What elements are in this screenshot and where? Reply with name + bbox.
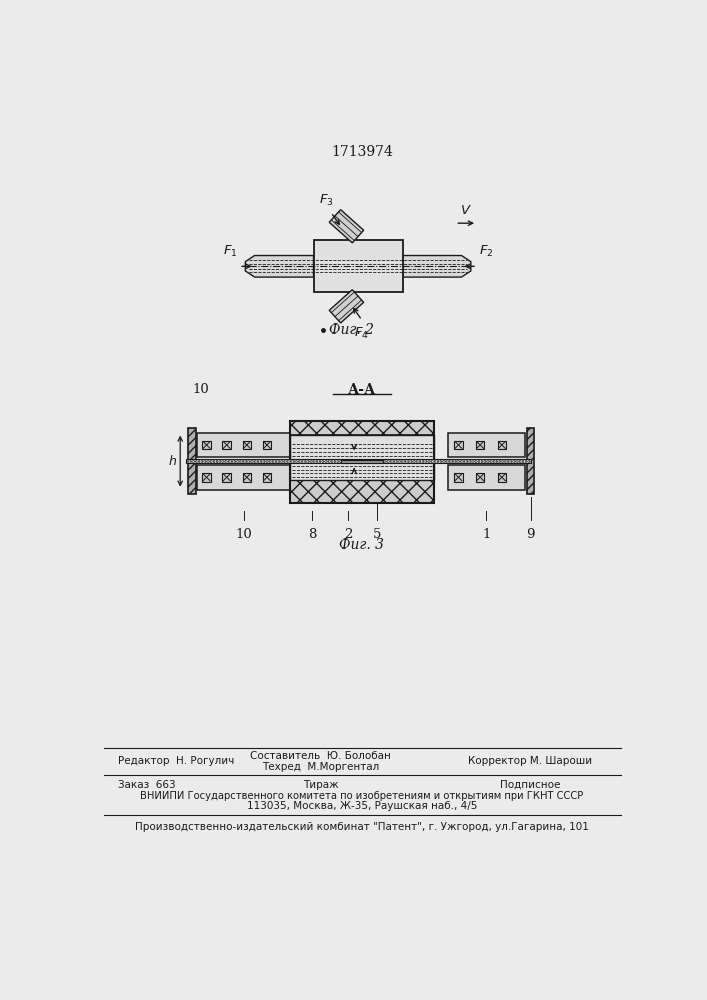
Text: $F_2$: $F_2$ xyxy=(479,243,494,259)
Bar xyxy=(454,473,462,482)
Text: $F_1$: $F_1$ xyxy=(223,243,238,259)
Text: Тираж: Тираж xyxy=(303,780,339,790)
Text: Техред  М.Моргентал: Техред М.Моргентал xyxy=(262,762,380,772)
Text: ВНИИПИ Государственного комитета по изобретениям и открытиям при ГКНТ СССР: ВНИИПИ Государственного комитета по изоб… xyxy=(140,791,583,801)
Text: 1713974: 1713974 xyxy=(331,145,393,159)
Text: $F_4$: $F_4$ xyxy=(354,326,370,341)
Text: $V$: $V$ xyxy=(460,204,472,217)
Bar xyxy=(188,428,196,494)
Bar xyxy=(243,473,251,482)
Bar xyxy=(454,441,462,449)
Bar xyxy=(197,465,291,490)
Bar xyxy=(263,441,271,449)
Bar xyxy=(202,473,211,482)
Bar xyxy=(291,421,433,435)
Text: Заказ  663: Заказ 663 xyxy=(118,780,175,790)
Bar xyxy=(291,421,433,503)
Text: 1: 1 xyxy=(482,528,491,541)
Bar xyxy=(186,459,530,463)
Bar xyxy=(498,441,506,449)
Bar xyxy=(223,441,231,449)
Bar xyxy=(243,441,251,449)
Text: Производственно-издательский комбинат "Патент", г. Ужгород, ул.Гагарина, 101: Производственно-издательский комбинат "П… xyxy=(135,822,589,832)
Text: Фиг. 3: Фиг. 3 xyxy=(339,538,385,552)
Bar xyxy=(329,210,363,243)
Text: Редактор  Н. Рогулич: Редактор Н. Рогулич xyxy=(118,756,234,766)
Bar xyxy=(476,473,484,482)
Text: h: h xyxy=(168,455,176,468)
Text: 113035, Москва, Ж-35, Раушская наб., 4/5: 113035, Москва, Ж-35, Раушская наб., 4/5 xyxy=(247,801,477,811)
Bar xyxy=(263,473,271,482)
Text: 10: 10 xyxy=(193,383,209,396)
Bar xyxy=(313,240,403,292)
Text: 9: 9 xyxy=(526,528,534,541)
Text: Корректор М. Шароши: Корректор М. Шароши xyxy=(468,756,592,766)
Text: Подписное: Подписное xyxy=(500,780,561,790)
Text: Фиг. 2: Фиг. 2 xyxy=(329,323,373,337)
Text: 8: 8 xyxy=(308,528,316,541)
Text: 2: 2 xyxy=(344,528,352,541)
Bar xyxy=(329,290,363,323)
Text: А-А: А-А xyxy=(348,382,376,396)
Bar xyxy=(202,441,211,449)
Text: Составитель  Ю. Болобан: Составитель Ю. Болобан xyxy=(250,751,391,761)
Bar xyxy=(448,433,525,457)
Text: 10: 10 xyxy=(235,528,252,541)
Bar xyxy=(197,433,291,457)
Text: $F_3$: $F_3$ xyxy=(319,193,334,208)
Bar xyxy=(341,460,383,463)
Bar xyxy=(527,428,534,494)
Bar xyxy=(223,473,231,482)
Polygon shape xyxy=(245,256,313,277)
Polygon shape xyxy=(403,256,471,277)
Text: 5: 5 xyxy=(373,528,382,541)
Bar xyxy=(498,473,506,482)
Bar xyxy=(448,465,525,490)
Bar xyxy=(476,441,484,449)
Bar xyxy=(291,480,433,503)
Bar xyxy=(291,435,433,480)
